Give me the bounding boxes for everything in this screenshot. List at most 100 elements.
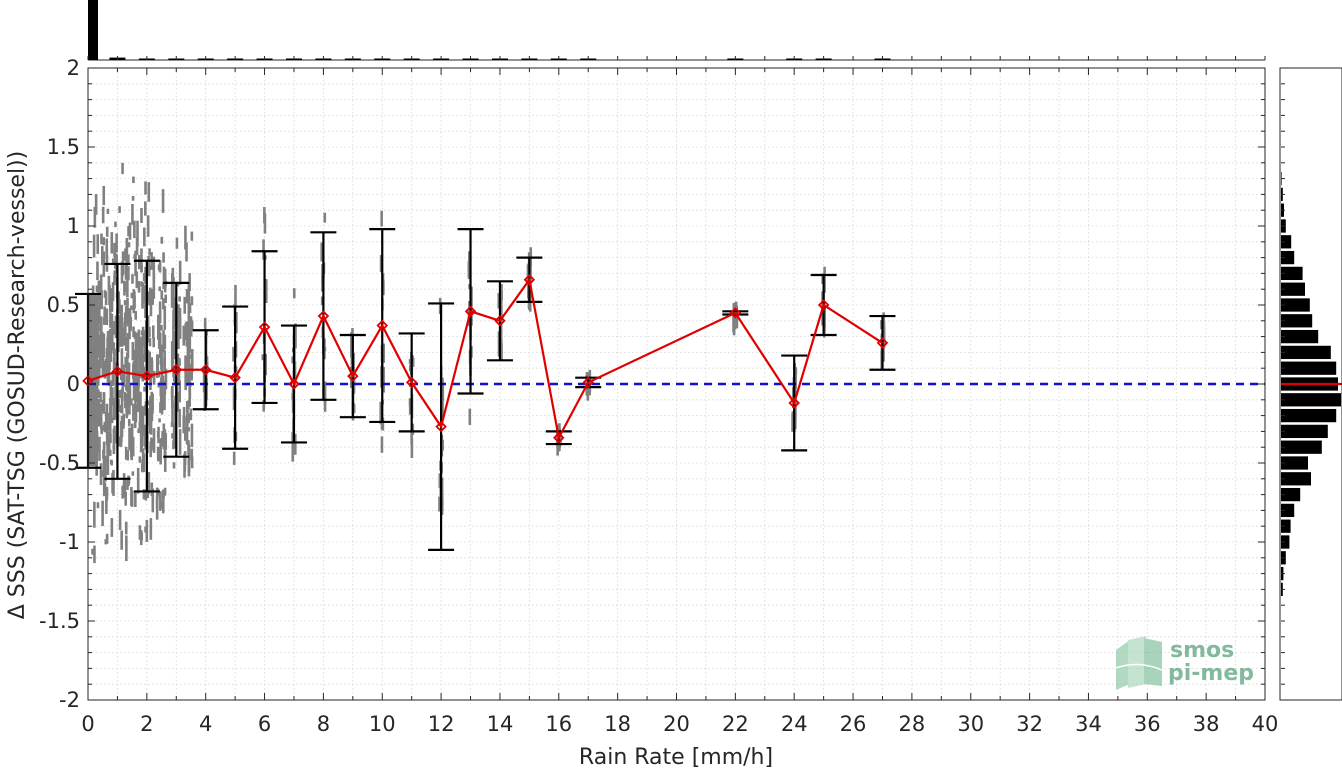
scatter-point [143, 285, 147, 303]
scatter-point [97, 345, 101, 358]
scatter-point [100, 427, 104, 435]
scatter-point [190, 296, 194, 306]
right-hist-bar [1281, 298, 1310, 312]
scatter-point [118, 509, 122, 530]
scatter-point [138, 407, 142, 424]
scatter-point [294, 433, 297, 455]
scatter-point [184, 355, 187, 373]
scatter-point [127, 242, 131, 248]
scatter-point [349, 366, 353, 388]
scatter-point [125, 535, 128, 562]
scatter-point [128, 427, 131, 451]
scatter-point [468, 251, 471, 265]
mean-marker [111, 365, 124, 378]
scatter-point [137, 428, 141, 434]
scatter-point [126, 307, 130, 327]
scatter-point [172, 276, 175, 285]
scatter-point [120, 317, 124, 340]
scatter-point [93, 545, 96, 564]
scatter-point [146, 350, 150, 374]
mean-marker [582, 376, 594, 389]
scatter-point [120, 415, 124, 438]
scatter-point [107, 275, 111, 291]
scatter-point [120, 530, 123, 550]
scatter-point [127, 364, 131, 378]
scatter-point [352, 380, 356, 392]
mean-marker [876, 337, 889, 349]
scatter-point [163, 357, 166, 367]
mean-marker [729, 307, 742, 319]
scatter-point [114, 402, 117, 420]
scatter-point [102, 237, 105, 246]
scatter-point [171, 400, 174, 425]
scatter-point [137, 255, 141, 270]
scatter-point [120, 305, 123, 322]
mean-series-line [87, 276, 884, 442]
scatter-point [112, 356, 116, 373]
scatter-point [190, 448, 194, 461]
scatter-point [137, 396, 140, 413]
scatter-point [93, 206, 97, 228]
scatter-point [184, 367, 187, 391]
scatter-point [108, 284, 111, 306]
scatter-point [144, 404, 147, 416]
scatter-point [320, 296, 324, 306]
scatter-point [131, 274, 134, 284]
scatter-point [131, 196, 135, 201]
scatter-point [185, 288, 189, 304]
scatter-point [113, 249, 117, 269]
scatter-point [732, 322, 736, 330]
scatter-point [114, 384, 118, 406]
scatter-point [135, 271, 139, 289]
scatter-point [112, 398, 116, 421]
scatter-point [131, 204, 134, 225]
scatter-point [235, 375, 238, 381]
scatter-point [159, 359, 163, 365]
scatter-point [132, 403, 135, 421]
scatter-point [137, 329, 141, 345]
scatter-point [131, 342, 135, 361]
scatter-point [96, 364, 100, 386]
scatter-point [97, 280, 101, 300]
top-hist-bar [88, 0, 98, 60]
scatter-point [126, 272, 129, 298]
x-tick-label: 8 [317, 712, 330, 736]
scatter-point [101, 355, 105, 377]
scatter-point [190, 320, 194, 331]
scatter-point [133, 220, 136, 239]
scatter-point [109, 380, 113, 399]
right-axes-frame [1279, 67, 1342, 701]
scatter-point [160, 361, 163, 370]
scatter-point [187, 362, 191, 387]
scatter-point [140, 427, 144, 449]
scatter-point [94, 194, 98, 215]
scatter-point [108, 328, 112, 354]
scatter-point [379, 401, 382, 425]
scatter-point [102, 449, 105, 459]
scatter-point [150, 437, 153, 451]
scatter-point [158, 418, 161, 423]
scatter-point [152, 274, 156, 299]
scatter-point [134, 404, 138, 423]
scatter-point [162, 266, 166, 283]
scatter-point [382, 366, 385, 393]
scatter-points [89, 162, 886, 564]
mean-marker [141, 370, 153, 382]
scatter-point [149, 395, 152, 410]
scatter-point [97, 389, 100, 398]
scatter-point [130, 305, 133, 310]
scatter-point [104, 291, 108, 306]
scatter-point [98, 298, 101, 324]
right-histogram [1281, 67, 1342, 701]
mean-marker [405, 376, 418, 389]
scatter-point [107, 431, 111, 455]
right-hist-bar [1281, 329, 1319, 344]
scatter-point [100, 316, 103, 338]
scatter-point [323, 212, 327, 223]
scatter-point [146, 334, 150, 343]
scatter-point [148, 326, 151, 337]
x-tick-label: 36 [1134, 712, 1161, 736]
scatter-point [183, 465, 187, 472]
scatter-point [141, 406, 145, 428]
scatter-point [91, 548, 94, 555]
